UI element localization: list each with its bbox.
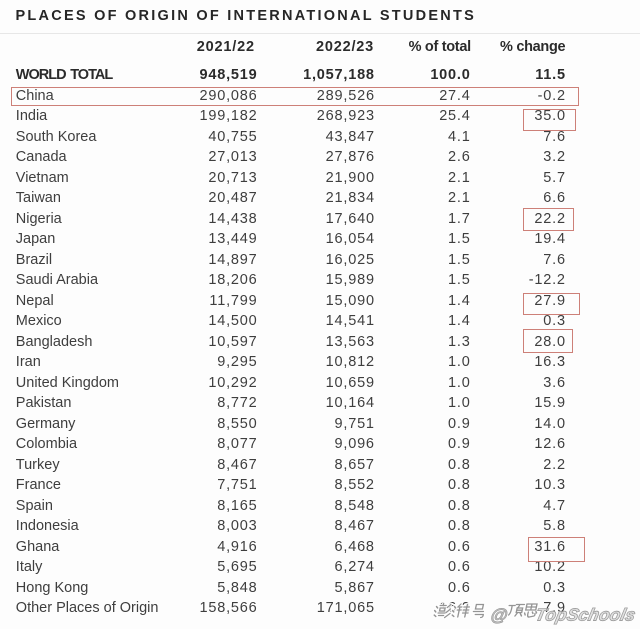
svg-text:TopSchools: TopSchools	[534, 605, 638, 625]
svg-text:@: @	[489, 605, 510, 625]
